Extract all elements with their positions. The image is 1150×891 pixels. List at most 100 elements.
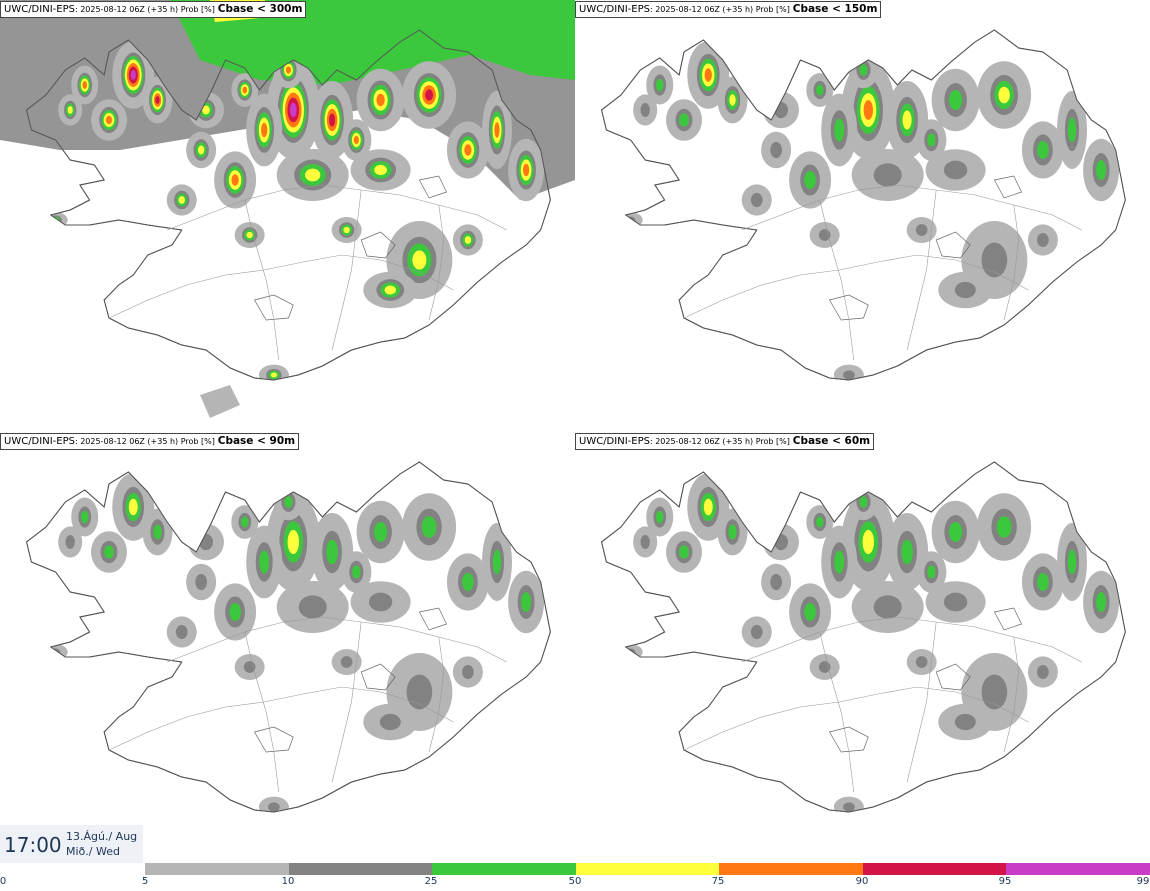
field-name: Cbase < 60m — [792, 435, 871, 447]
probability-blob — [462, 665, 474, 679]
probability-blob — [943, 160, 968, 180]
road-line — [906, 189, 937, 351]
probability-blob — [859, 496, 868, 508]
probability-blob — [981, 242, 1008, 278]
probability-blob — [728, 524, 737, 540]
model-name: UWC/DINI-EPS — [579, 436, 650, 447]
probability-blob — [289, 102, 297, 118]
probability-blob — [268, 802, 280, 812]
probability-blob — [954, 281, 976, 299]
color-legend-bar — [145, 863, 1150, 875]
probability-blob — [927, 565, 936, 579]
model-name: UWC/DINI-EPS — [4, 436, 75, 447]
run-info: : 2025-08-12 06Z (+35 h) Prob [%] — [649, 5, 790, 14]
probability-blob — [261, 122, 268, 138]
probability-blob — [259, 550, 270, 574]
probability-blob — [82, 81, 88, 89]
probability-blob — [902, 110, 912, 130]
probability-blob — [298, 595, 327, 619]
probability-blob — [229, 602, 241, 622]
panel-title: UWC/DINI-EPS: 2025-08-12 06Z (+35 h) Pro… — [0, 1, 307, 18]
probability-blob — [704, 68, 712, 82]
glacier-outline — [253, 726, 294, 753]
probability-blob — [915, 656, 928, 668]
road-line — [108, 254, 454, 319]
probability-blob — [285, 66, 292, 74]
probability-blob — [178, 196, 185, 204]
glacier-outline — [418, 175, 448, 199]
probability-blob — [679, 545, 689, 559]
probability-blob — [67, 106, 73, 114]
legend-tick-label: 95 — [998, 876, 1012, 887]
model-name: UWC/DINI-EPS — [579, 4, 650, 15]
road-line — [331, 621, 362, 783]
probability-blob — [873, 595, 902, 619]
probability-blob — [818, 229, 831, 241]
probability-blob — [1037, 572, 1049, 592]
valid-weekday: Mið./ Wed — [66, 845, 120, 858]
probability-blob — [949, 90, 963, 110]
probability-blob — [65, 535, 75, 549]
road-line — [742, 616, 1082, 663]
glacier-outline — [360, 663, 396, 691]
probability-blob — [618, 644, 643, 660]
road-line — [683, 686, 1029, 751]
probability-blob — [770, 573, 782, 591]
probability-blob — [241, 516, 249, 528]
probability-blob — [804, 170, 816, 190]
map-panel-cbase-90: UWC/DINI-EPS: 2025-08-12 06Z (+35 h) Pro… — [0, 432, 575, 862]
probability-blob — [202, 105, 210, 115]
probability-blob — [640, 103, 650, 117]
probability-map — [601, 29, 1126, 381]
probability-blob — [927, 133, 936, 147]
probability-blob — [246, 231, 253, 239]
probability-blob — [105, 115, 113, 125]
probability-blob — [679, 113, 689, 127]
legend-tick-label: 75 — [711, 876, 725, 887]
road-line — [906, 621, 937, 783]
probability-blob — [326, 539, 338, 565]
probability-blob — [412, 250, 427, 270]
probability-blob — [1096, 592, 1107, 612]
road-line — [167, 616, 507, 663]
probability-blob — [1037, 233, 1049, 247]
panel-title: UWC/DINI-EPS: 2025-08-12 06Z (+35 h) Pro… — [0, 433, 300, 450]
legend-swatch — [288, 863, 433, 875]
probability-map — [601, 461, 1126, 813]
probability-blob — [1037, 665, 1049, 679]
probability-blob — [340, 656, 353, 668]
probability-blob — [859, 64, 868, 76]
probability-blob — [130, 70, 136, 80]
probability-blob — [81, 510, 89, 524]
glacier-outline — [993, 607, 1023, 631]
road-line — [244, 631, 280, 793]
cloud-field-green — [170, 0, 575, 85]
probability-blob — [374, 164, 387, 176]
field-name: Cbase < 90m — [217, 435, 296, 447]
probability-blob — [384, 285, 397, 295]
glacier-outline — [418, 607, 448, 631]
glacier-outline — [253, 294, 294, 321]
probability-blob — [521, 592, 532, 612]
glacier-outline — [993, 175, 1023, 199]
glacier-outline — [828, 726, 869, 753]
probability-blob — [818, 661, 831, 673]
probability-blob — [231, 174, 239, 186]
probability-blob — [305, 168, 321, 182]
legend-swatch — [862, 863, 1007, 875]
probability-map — [26, 461, 551, 813]
legend-swatch — [719, 863, 863, 875]
legend-tick-label: 25 — [424, 876, 438, 887]
probability-blob — [343, 226, 350, 234]
probability-blob — [284, 496, 293, 508]
run-info: : 2025-08-12 06Z (+35 h) Prob [%] — [74, 5, 215, 14]
probability-blob — [462, 572, 474, 592]
legend-swatch — [575, 863, 720, 875]
probability-blob — [770, 141, 782, 159]
map-panel-cbase-60: UWC/DINI-EPS: 2025-08-12 06Z (+35 h) Pro… — [575, 432, 1150, 862]
panel-title: UWC/DINI-EPS: 2025-08-12 06Z (+35 h) Pro… — [575, 1, 882, 18]
probability-blob — [353, 135, 359, 145]
probability-blob — [425, 89, 434, 101]
panel-title: UWC/DINI-EPS: 2025-08-12 06Z (+35 h) Pro… — [575, 433, 875, 450]
probability-blob — [816, 516, 824, 528]
